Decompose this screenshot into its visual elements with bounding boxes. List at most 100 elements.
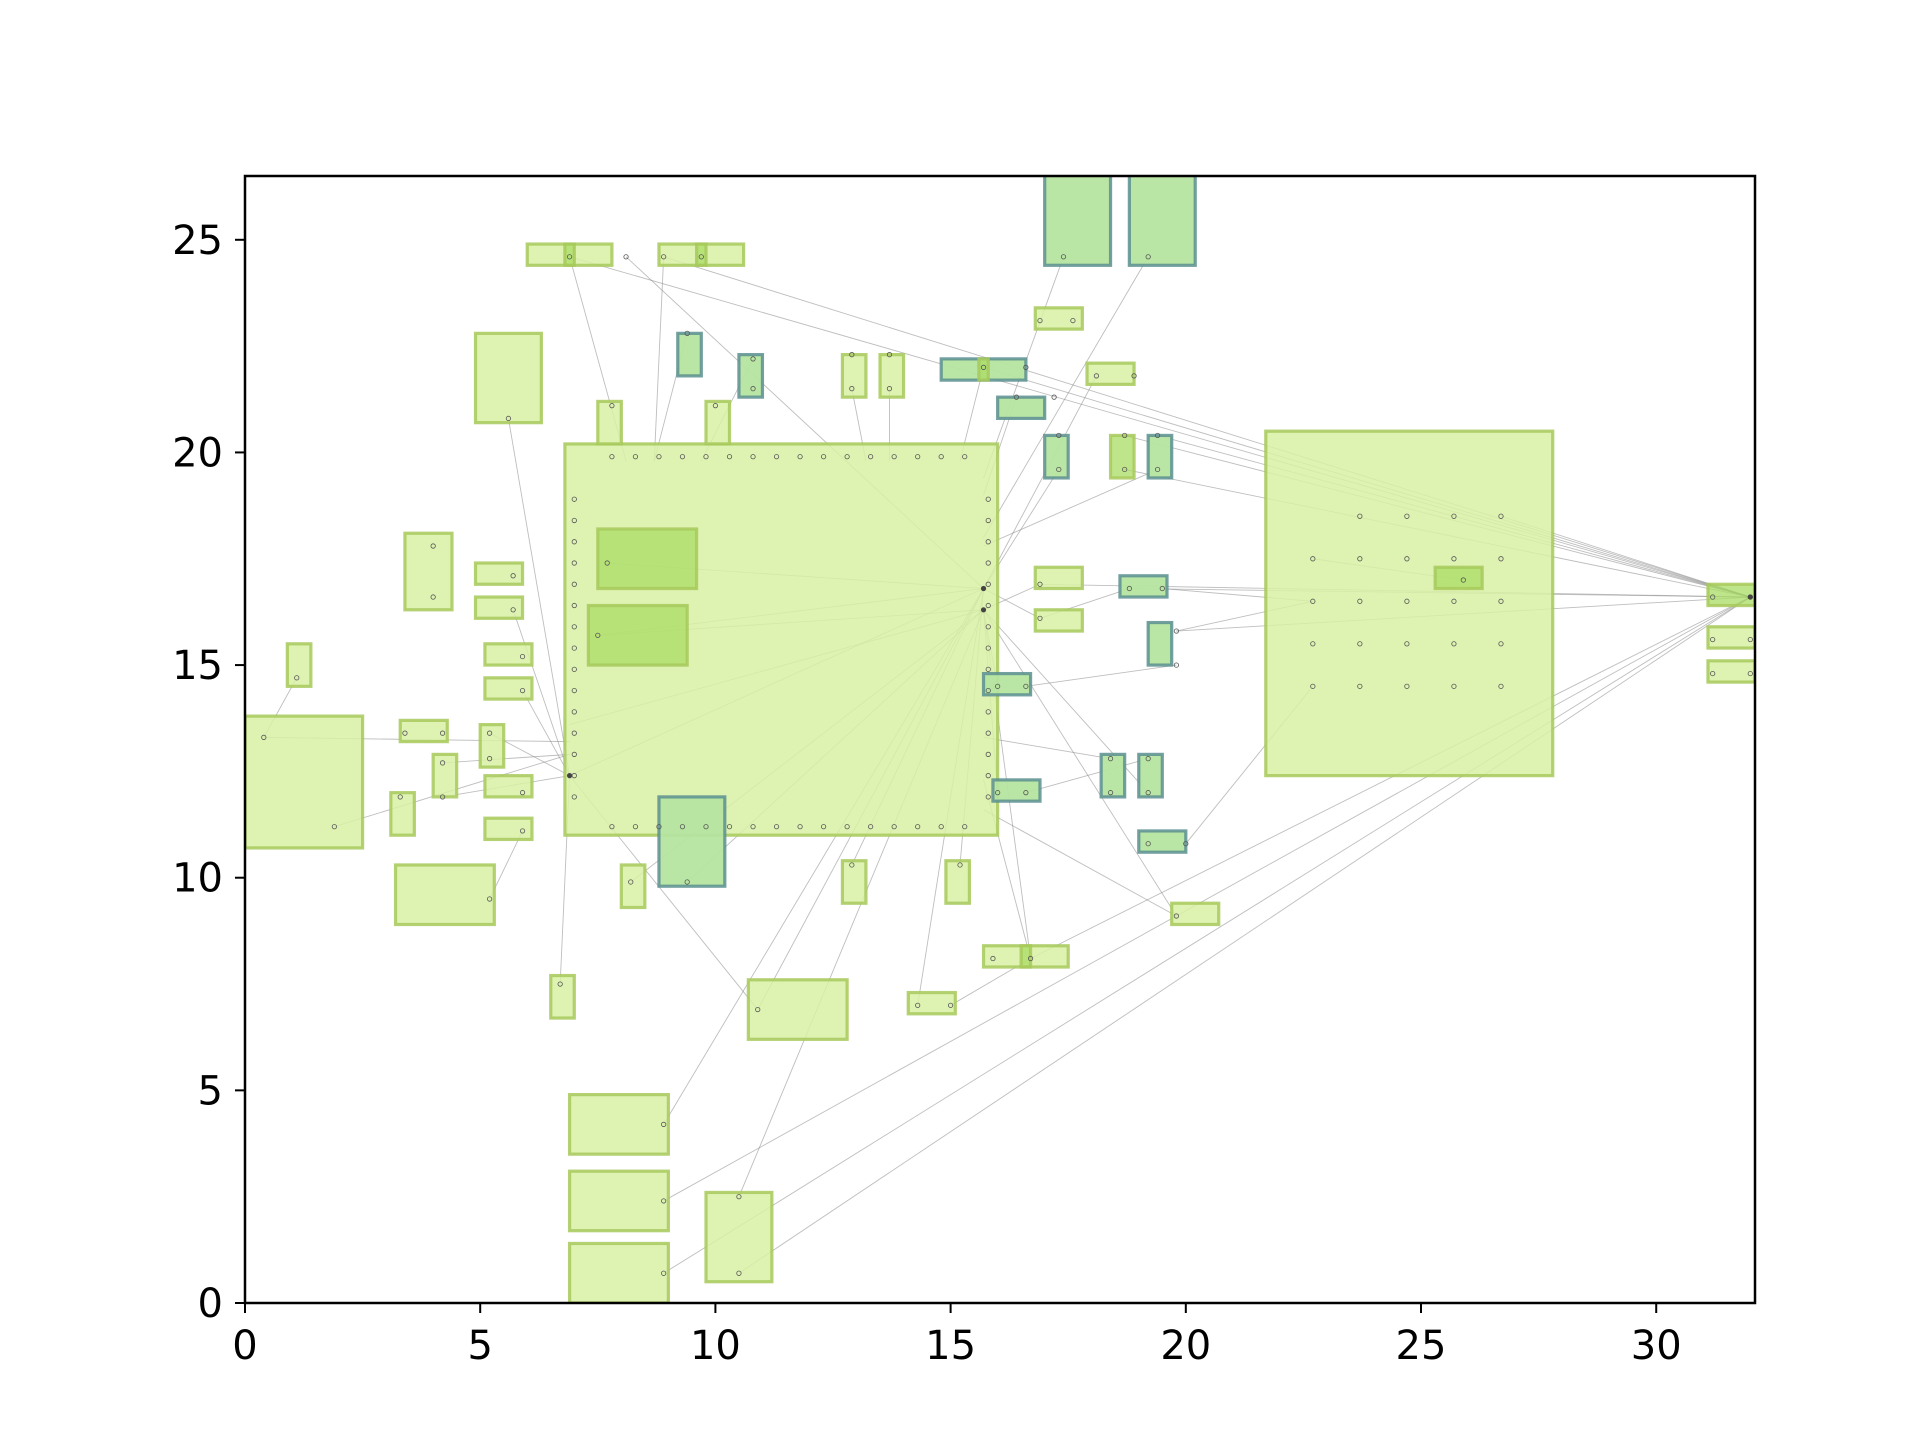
component-rect — [878, 353, 906, 399]
component-rect — [1099, 752, 1127, 799]
y-tick-label: 5 — [198, 1068, 223, 1114]
pin-dot — [938, 824, 944, 830]
pin-dot — [915, 454, 921, 460]
pin-dot — [661, 1198, 667, 1204]
component-rect — [1137, 829, 1188, 854]
pin-dot — [571, 794, 577, 800]
pin-dot — [487, 896, 493, 902]
pin-dot — [820, 454, 827, 460]
pin-dot — [439, 794, 446, 800]
pin-dot — [985, 602, 991, 609]
pin-dot — [726, 454, 733, 460]
component-rect — [1264, 429, 1555, 778]
pin-dot — [487, 730, 493, 736]
rects-layer — [245, 176, 1755, 1303]
pin-dot — [891, 454, 897, 460]
pin-dot — [571, 751, 577, 757]
component-rect — [285, 642, 313, 688]
pin-dot — [750, 356, 756, 362]
component-rect — [1108, 433, 1136, 480]
component-rect — [473, 595, 525, 620]
pin-dot — [1051, 394, 1057, 400]
component-rect — [431, 752, 459, 799]
pin-dot — [294, 675, 300, 681]
component-rect — [403, 531, 454, 612]
pin-dot — [985, 645, 991, 651]
pin-dot — [985, 666, 991, 672]
pin-dot — [797, 824, 803, 830]
x-tick-label: 15 — [925, 1323, 976, 1369]
pin-dot — [1056, 466, 1062, 473]
pin-dot — [844, 824, 850, 830]
component-rect — [1706, 582, 1755, 608]
pin-dot — [750, 454, 756, 460]
pin-dot — [980, 364, 987, 370]
pin-dot — [1159, 585, 1165, 592]
y-tick-label: 10 — [172, 856, 223, 902]
component-rect — [596, 399, 623, 446]
component-rect — [1433, 565, 1484, 591]
wire-hub — [980, 607, 987, 613]
pin-dot — [519, 828, 526, 834]
x-tick-label: 20 — [1160, 1323, 1211, 1369]
pin-dot — [571, 539, 577, 545]
pin-dot — [571, 560, 577, 566]
pin-dot — [439, 760, 446, 766]
wire-line — [663, 596, 1751, 1274]
pin-dot — [703, 824, 709, 830]
wire-line — [1025, 664, 1177, 687]
pin-dot — [571, 602, 577, 609]
pin-dot — [566, 254, 573, 260]
component-rect — [1118, 574, 1169, 599]
component-rect — [1146, 433, 1174, 480]
pin-dot — [1451, 641, 1457, 647]
component-rect — [398, 718, 449, 744]
pin-dot — [1451, 598, 1457, 604]
wire-line — [507, 418, 571, 776]
pin-dot — [609, 403, 615, 409]
pin-dot — [1037, 615, 1043, 621]
pin-dot — [1093, 373, 1100, 379]
pin-dot — [571, 666, 577, 672]
pin-dot — [957, 862, 963, 868]
pin-dot — [820, 824, 827, 830]
component-rect — [567, 1169, 670, 1233]
component-rect — [746, 978, 849, 1041]
pin-dot — [261, 734, 267, 740]
y-tick-label: 25 — [172, 218, 223, 264]
pin-dot — [1173, 662, 1180, 668]
pin-dot — [886, 386, 893, 392]
pin-dot — [571, 581, 577, 587]
component-rect — [567, 1093, 670, 1156]
pin-dot — [661, 1121, 667, 1127]
pins-layer — [261, 254, 1753, 1276]
pin-dot — [703, 454, 709, 460]
pin-dot — [557, 981, 563, 987]
component-rect — [567, 1241, 670, 1303]
wire-line — [663, 256, 1751, 598]
pin-dot — [1710, 670, 1716, 677]
pin-dot — [571, 730, 577, 736]
wire-line — [983, 375, 1097, 589]
pin-dot — [1498, 513, 1504, 519]
x-tick-label: 0 — [232, 1323, 257, 1369]
pin-dot — [985, 517, 991, 524]
pin-dot — [773, 824, 780, 830]
component-rect — [1706, 625, 1755, 650]
component-rect — [944, 859, 972, 905]
pin-dot — [1451, 683, 1457, 689]
pin-dot — [1357, 683, 1363, 689]
pin-dot — [684, 330, 690, 336]
pin-dot — [915, 1002, 921, 1008]
pin-dot — [679, 824, 686, 830]
pin-dot — [985, 730, 991, 736]
pin-dot — [1747, 636, 1753, 643]
pin-dot — [849, 862, 855, 868]
pin-dot — [1173, 628, 1180, 634]
pin-dot — [868, 824, 874, 830]
pin-dot — [1451, 513, 1457, 519]
pin-dot — [519, 790, 526, 796]
component-rect — [483, 676, 534, 701]
wire-line — [663, 596, 1751, 1202]
